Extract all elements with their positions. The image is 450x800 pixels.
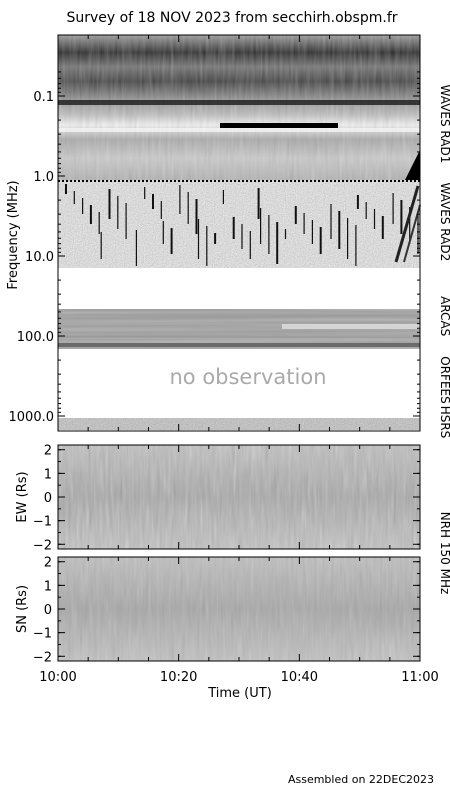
type-iii-bursts: [65, 184, 419, 266]
nrh-tick-label: 2: [44, 556, 52, 571]
frequency-axis-label: Frequency (MHz): [6, 180, 21, 289]
assembled-note: Assembled on 22DEC2023: [288, 773, 434, 786]
time-tick-label: 10:40: [281, 670, 318, 685]
instrument-label: WAVES RAD1: [438, 85, 450, 164]
time-axis: 10:00 10:20 10:40 11:00: [39, 35, 439, 685]
nrh-tick-label: 2: [44, 444, 52, 459]
frequency-axis: 0.1 1.0 10.0 100.0 1000.0: [9, 71, 420, 425]
frequency-tick-label: 100.0: [17, 330, 54, 345]
time-tick-label: 10:00: [39, 670, 76, 685]
instrument-label: WAVES RAD2: [438, 182, 450, 261]
waves-rad2-spectrum: [58, 180, 421, 268]
nrh-axes: −2 −1 0 1 2 −2 −1 0 1 2: [33, 444, 420, 665]
time-tick-label: 10:20: [160, 670, 197, 685]
figure-title: Survey of 18 NOV 2023 from secchirh.obsp…: [66, 10, 397, 26]
ew-axis-label: EW (Rs): [15, 471, 30, 522]
nrh-tick-label: −1: [33, 515, 52, 530]
instrument-label: ORFEES: [438, 356, 450, 403]
instrument-label: ARCAS: [438, 296, 450, 336]
frequency-tick-label: 1.0: [33, 170, 54, 185]
nrh-tick-label: −2: [33, 650, 52, 665]
nrh-instrument-label: NRH 150 MHz: [438, 512, 450, 595]
nrh-tick-label: −1: [33, 627, 52, 642]
time-tick-label: 11:00: [401, 670, 438, 685]
nrh-tick-label: 1: [44, 467, 52, 482]
time-axis-label: Time (UT): [207, 686, 272, 701]
frequency-tick-label: 0.1: [33, 90, 54, 105]
nrh-tick-label: 0: [44, 603, 52, 618]
instrument-labels: WAVES RAD1 WAVES RAD2 ARCAS ORFEES HSRS: [438, 85, 450, 439]
frequency-tick-label: 1000.0: [9, 410, 55, 425]
sn-axis-label: SN (Rs): [15, 585, 30, 633]
nrh-tick-label: 0: [44, 491, 52, 506]
waves-rad1-spectrum: [58, 35, 420, 180]
no-observation-annotation: no observation: [169, 365, 326, 389]
nrh-tick-label: 1: [44, 579, 52, 594]
frequency-tick-label: 10.0: [25, 250, 54, 265]
instrument-label: HSRS: [438, 406, 450, 439]
nrh-tick-label: −2: [33, 538, 52, 553]
arcas-spectrum: [58, 309, 420, 349]
nrh-sn-panel: [57, 556, 421, 662]
nrh-ew-panel: [57, 444, 421, 550]
